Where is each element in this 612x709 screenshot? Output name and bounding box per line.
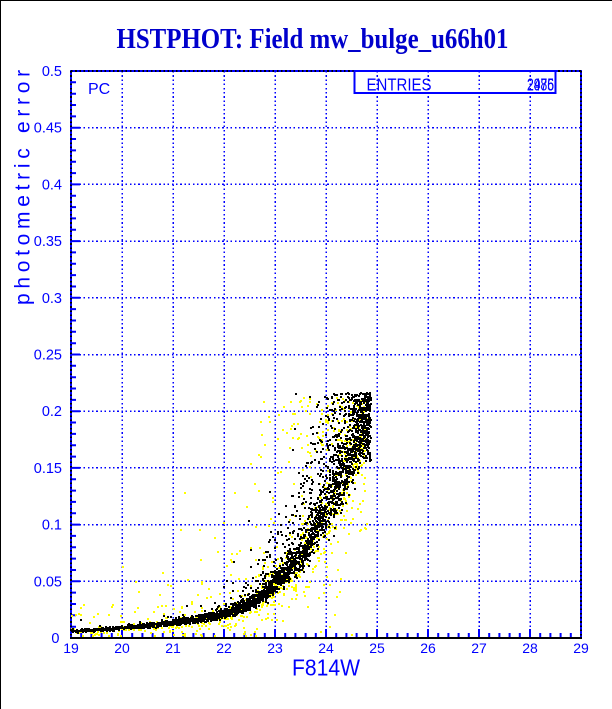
svg-text:21: 21 [165,640,181,656]
svg-text:HSTPHOT: Field mw_bulge_u66h01: HSTPHOT: Field mw_bulge_u66h01 [117,24,509,55]
svg-text:0.15: 0.15 [34,461,62,477]
svg-text:2986: 2986 [527,75,554,95]
svg-text:0: 0 [51,631,59,647]
svg-text:0.35: 0.35 [34,234,62,250]
svg-text:25: 25 [369,640,385,656]
svg-text:0.05: 0.05 [34,574,62,590]
svg-text:0.3: 0.3 [42,291,62,307]
svg-text:29: 29 [573,640,589,656]
svg-text:22: 22 [216,640,232,656]
svg-text:2475: 2475 [527,75,554,95]
svg-text:0.25: 0.25 [34,348,62,364]
svg-text:ENTRIES: ENTRIES [367,75,432,95]
svg-text:26: 26 [420,640,436,656]
svg-text:0.5: 0.5 [42,64,62,80]
svg-text:0.4: 0.4 [42,177,62,193]
svg-text:0.1: 0.1 [42,518,62,534]
svg-text:19: 19 [63,640,79,656]
svg-text:20: 20 [114,640,130,656]
svg-text:28: 28 [522,640,538,656]
svg-text:23: 23 [267,640,283,656]
svg-text:F814W: F814W [292,655,360,681]
svg-text:photometric error: photometric error [12,65,35,305]
svg-text:PC: PC [88,81,110,98]
svg-text:27: 27 [471,640,487,656]
svg-text:0.2: 0.2 [42,404,62,420]
svg-text:24: 24 [318,640,334,656]
svg-text:0.45: 0.45 [34,121,62,137]
